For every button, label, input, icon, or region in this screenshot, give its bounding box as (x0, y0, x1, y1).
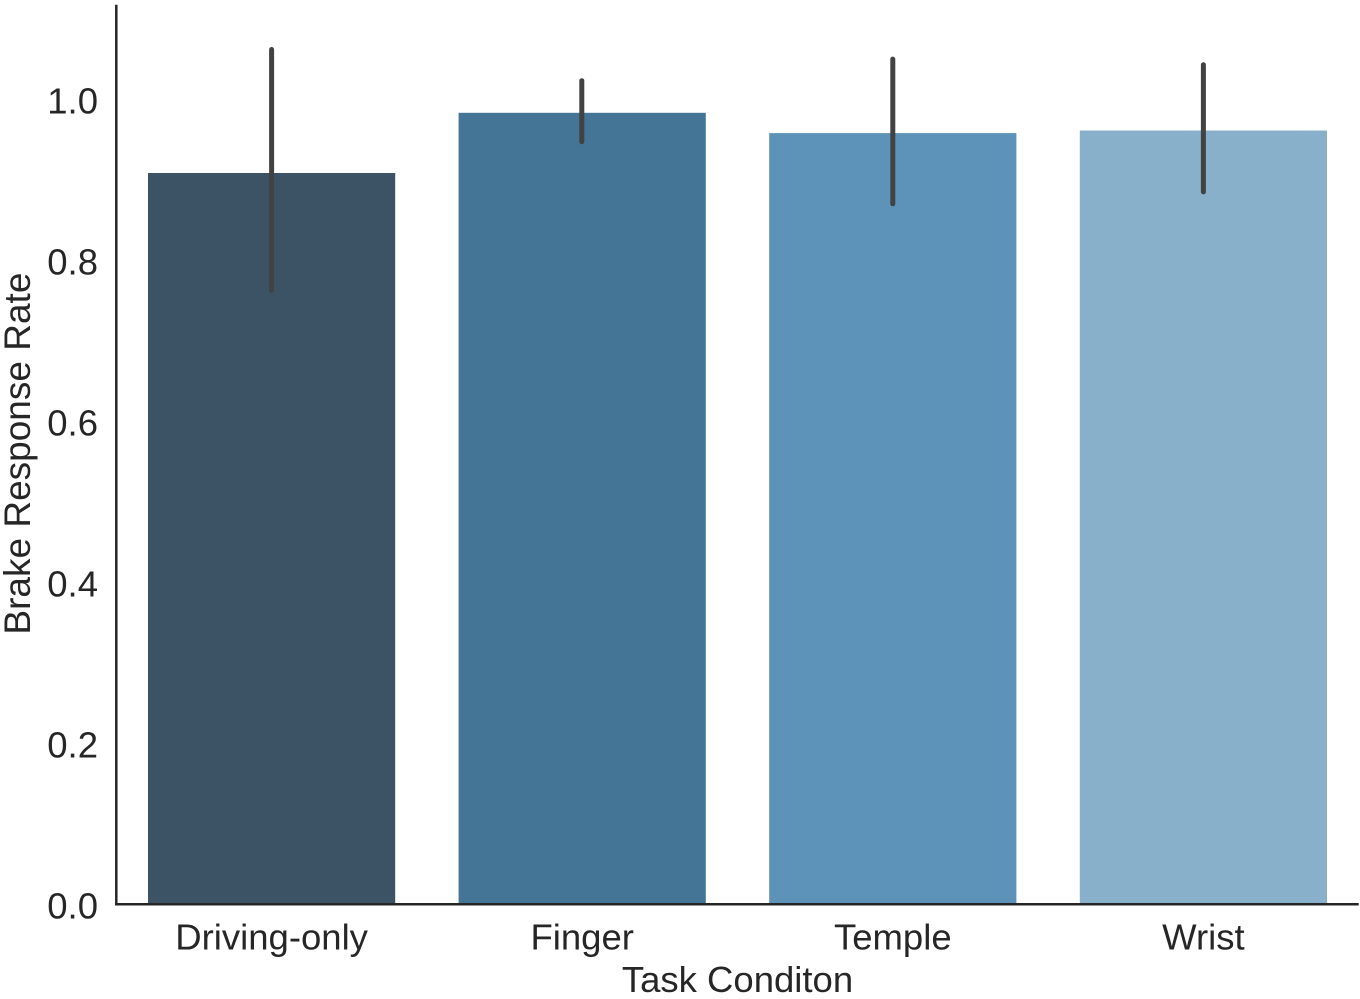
svg-text:0.6: 0.6 (47, 403, 98, 444)
svg-text:0.4: 0.4 (47, 564, 98, 605)
svg-text:Driving-only: Driving-only (175, 917, 368, 958)
svg-text:Temple: Temple (834, 917, 952, 958)
svg-text:1.0: 1.0 (47, 80, 98, 121)
svg-text:0.0: 0.0 (47, 886, 98, 927)
svg-text:0.8: 0.8 (47, 241, 98, 282)
svg-text:Finger: Finger (530, 917, 633, 958)
svg-text:Brake Response Rate: Brake Response Rate (0, 273, 38, 635)
svg-text:Task Conditon: Task Conditon (622, 959, 853, 999)
svg-text:0.2: 0.2 (47, 725, 98, 766)
svg-text:Wrist: Wrist (1162, 917, 1244, 958)
